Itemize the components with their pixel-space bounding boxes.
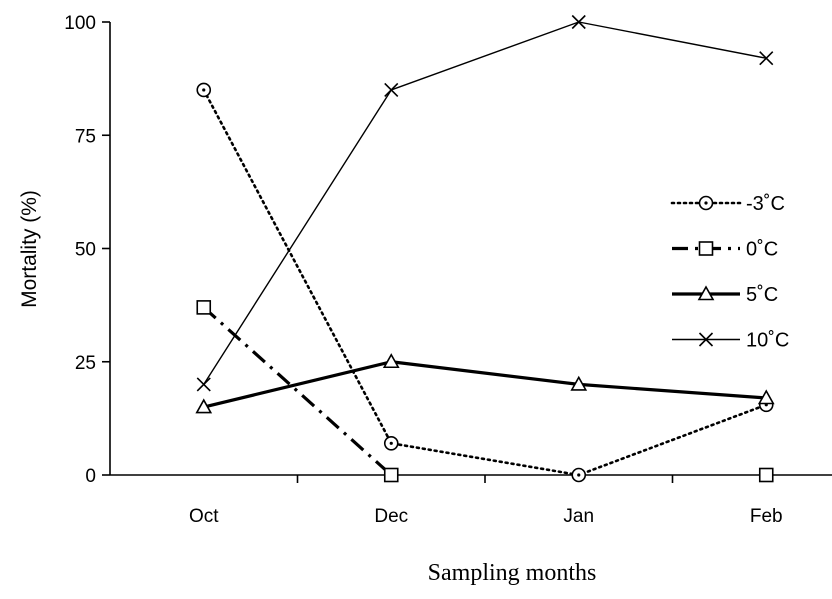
y-axis-label: Mortality (%) bbox=[18, 190, 41, 308]
data-point-marker bbox=[383, 467, 399, 483]
marker-stroke bbox=[759, 51, 774, 66]
legend-item: -3˚C bbox=[670, 193, 785, 215]
marker-stroke bbox=[384, 82, 399, 98]
legend-marker bbox=[697, 285, 715, 301]
legend-item: 0˚C bbox=[672, 239, 778, 261]
legend-item: 5˚C bbox=[672, 284, 778, 306]
series-3 bbox=[195, 353, 775, 414]
y-tick-label: 0 bbox=[85, 466, 96, 487]
data-point-marker bbox=[196, 377, 211, 392]
series-line bbox=[203, 360, 767, 409]
legend-item: 10˚C bbox=[672, 330, 789, 352]
x-tick-label: Dec bbox=[374, 506, 408, 527]
y-tick-label: 50 bbox=[75, 240, 96, 261]
data-point-marker bbox=[196, 82, 212, 98]
legend-marker bbox=[698, 195, 714, 211]
data-point-marker bbox=[759, 51, 774, 66]
x-tick-label: Oct bbox=[189, 506, 219, 527]
series-group bbox=[195, 14, 775, 483]
marker-stroke bbox=[571, 14, 586, 30]
data-point-marker bbox=[570, 375, 588, 391]
data-point-marker bbox=[195, 398, 213, 414]
data-point-marker bbox=[758, 467, 774, 483]
legend-label: 10˚C bbox=[746, 330, 789, 352]
legend-marker bbox=[698, 332, 714, 347]
data-point-marker bbox=[196, 300, 212, 315]
data-point-marker bbox=[571, 467, 587, 483]
y-tick-label: 75 bbox=[75, 126, 96, 147]
legend-marker bbox=[698, 241, 714, 256]
marker-center bbox=[704, 201, 708, 205]
marker-stroke bbox=[196, 377, 211, 392]
legend-label: -3˚C bbox=[746, 193, 785, 215]
data-point-marker bbox=[384, 82, 399, 98]
x-axis-label: Sampling months bbox=[428, 560, 597, 586]
legend-label: 5˚C bbox=[746, 284, 778, 306]
x-tick-label: Jan bbox=[563, 506, 594, 527]
series-1 bbox=[196, 82, 774, 483]
y-tick-label: 25 bbox=[75, 353, 96, 374]
marker-center bbox=[389, 441, 393, 445]
series-4 bbox=[196, 14, 774, 392]
series-line bbox=[203, 21, 767, 385]
x-tick-label: Feb bbox=[750, 506, 783, 527]
legend: -3˚C 0˚C 5˚C 10˚C bbox=[670, 193, 789, 352]
data-point-marker bbox=[757, 389, 775, 405]
legend-label: 0˚C bbox=[746, 239, 778, 261]
axes: 0 25 50 75 100 Oct Dec Jan Feb bbox=[64, 13, 832, 527]
marker-stroke bbox=[698, 332, 714, 347]
series-line bbox=[202, 88, 768, 477]
data-point-marker bbox=[383, 435, 399, 451]
data-point-marker bbox=[571, 14, 586, 30]
marker-center bbox=[577, 473, 581, 477]
marker-center bbox=[202, 88, 206, 92]
y-tick-label: 100 bbox=[64, 13, 96, 34]
data-point-marker bbox=[382, 353, 400, 369]
